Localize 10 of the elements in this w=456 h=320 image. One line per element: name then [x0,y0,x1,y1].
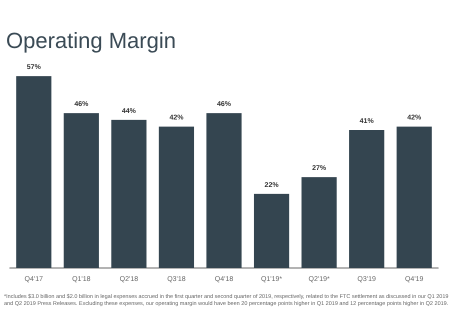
bar [349,130,384,268]
bar [254,194,290,268]
bar [64,113,99,268]
bar [396,126,432,268]
chart-title: Operating Margin [6,28,176,54]
bar [158,126,194,268]
bar [16,76,52,268]
bar [302,177,337,268]
bar [111,120,146,268]
bar [206,113,242,268]
